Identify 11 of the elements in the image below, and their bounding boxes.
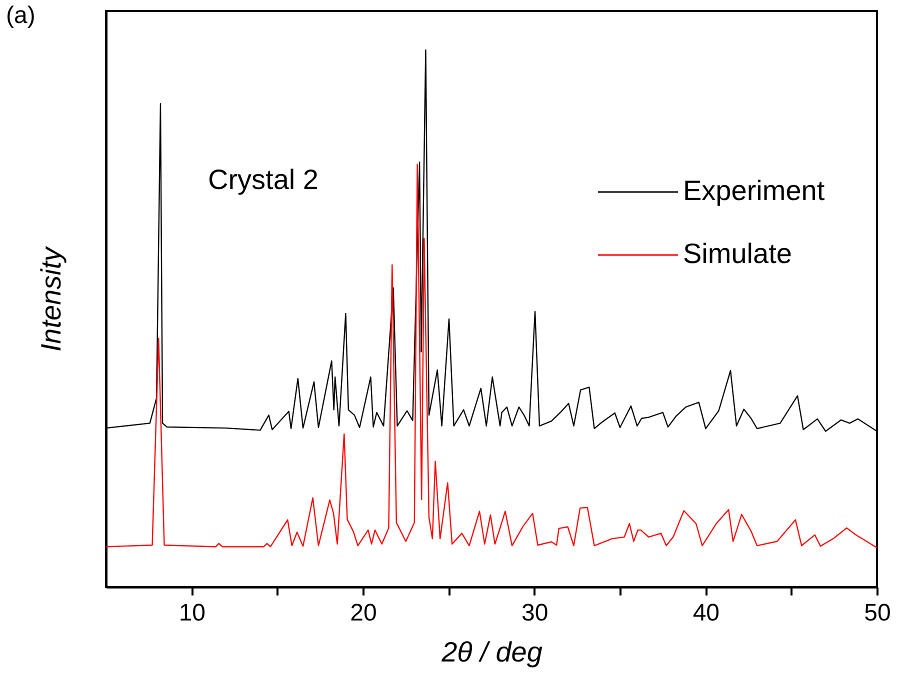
annotation: Crystal 2 <box>208 164 318 195</box>
legend-label: Experiment <box>683 175 825 206</box>
x-tick-label: 10 <box>178 600 206 626</box>
x-tick-label: 20 <box>350 600 377 626</box>
x-tick-label: 30 <box>521 600 548 626</box>
y-axis-title: Intensity <box>36 245 66 352</box>
x-tick-label: 50 <box>864 600 891 626</box>
text: (a) <box>6 2 36 30</box>
x-tick-label: 40 <box>692 600 720 626</box>
legend-label: Simulate <box>683 238 792 269</box>
x-axis-title: 2θ / deg <box>440 636 543 668</box>
